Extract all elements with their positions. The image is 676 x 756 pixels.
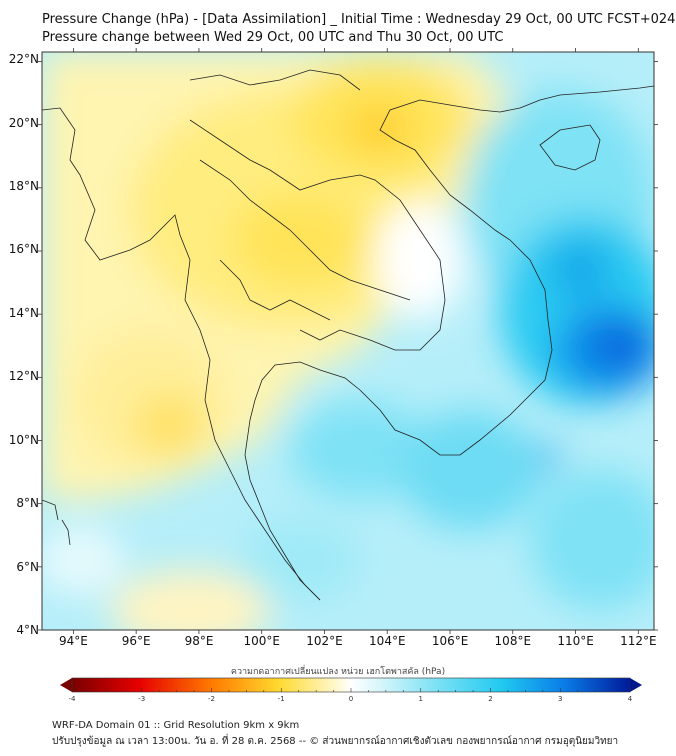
lat-labels: 22°N 20°N 18°N 16°N 14°N 12°N 10°N 8°N 6… <box>9 52 39 637</box>
lat-label: 16°N <box>9 242 39 256</box>
lon-label: 106°E <box>432 634 469 648</box>
colorbar-tick-label: -3 <box>138 695 145 703</box>
colorbar-tick-label: -1 <box>278 695 285 703</box>
lon-label: 110°E <box>557 634 594 648</box>
lat-label: 18°N <box>9 179 39 193</box>
lon-label: 94°E <box>59 634 88 648</box>
footer-domain-info: WRF-DA Domain 01 :: Grid Resolution 9km … <box>52 720 300 731</box>
colorbar-tick-label: 0 <box>349 695 353 703</box>
lon-label: 98°E <box>185 634 214 648</box>
lat-label: 14°N <box>9 306 39 320</box>
colorbar <box>60 677 642 693</box>
colorbar-tick-label: 2 <box>488 695 492 703</box>
lon-label: 96°E <box>122 634 151 648</box>
map-title: Pressure Change (hPa) - [Data Assimilati… <box>42 12 676 27</box>
colorbar-tick-label: -4 <box>69 695 77 703</box>
lon-labels: 94°E 96°E 98°E 100°E 102°E 104°E 106°E 1… <box>59 634 657 648</box>
footer-credit: ปรับปรุงข้อมูล ณ เวลา 13:00น. วัน อ. ที่… <box>52 736 619 747</box>
lat-label: 22°N <box>9 52 39 66</box>
lat-label: 20°N <box>9 116 39 130</box>
pressure-field <box>42 52 654 630</box>
colorbar-label: ความกดอากาศเปลี่ยนแปลง หน่วย เฮกโตพาสคัล… <box>230 667 446 677</box>
lon-label: 100°E <box>243 634 280 648</box>
lon-label: 112°E <box>620 634 657 648</box>
lat-label: 10°N <box>9 433 39 447</box>
colorbar-tick-label: -2 <box>208 695 215 703</box>
lon-label: 108°E <box>495 634 532 648</box>
lat-label: 6°N <box>16 560 39 574</box>
axis-ticks <box>38 48 658 634</box>
map-frame <box>41 51 655 631</box>
pressure-change-map: 94°E 96°E 98°E 100°E 102°E 104°E 106°E 1… <box>9 48 658 693</box>
lat-label: 4°N <box>16 623 39 637</box>
lon-label: 104°E <box>369 634 406 648</box>
colorbar-tick-label: 3 <box>558 695 562 703</box>
coastlines <box>42 69 654 601</box>
lon-label: 102°E <box>306 634 343 648</box>
lat-label: 12°N <box>9 369 39 383</box>
lat-label: 8°N <box>16 496 39 510</box>
map-subtitle: Pressure change between Wed 29 Oct, 00 U… <box>42 30 504 45</box>
colorbar-tick-label: 1 <box>419 695 423 703</box>
colorbar-tick-label: 4 <box>628 695 633 703</box>
colorbar-ticks: -4 -3 -2 -1 0 1 2 3 4 <box>69 695 633 703</box>
